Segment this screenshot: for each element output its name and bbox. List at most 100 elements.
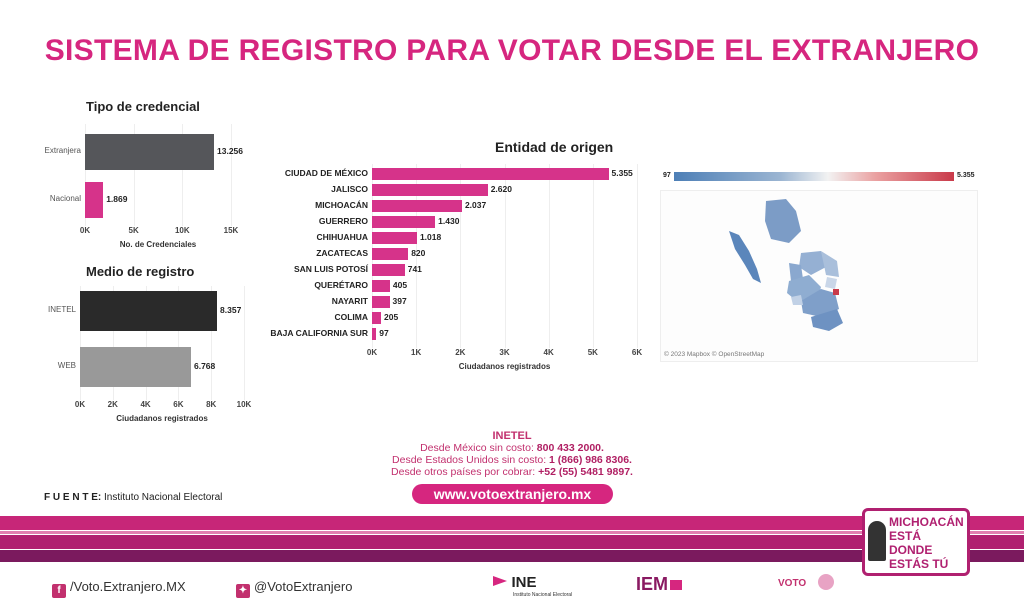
stripe-1	[0, 516, 1024, 530]
bar-jalisco[interactable]	[372, 184, 488, 196]
bar-quer-taro[interactable]	[372, 280, 390, 292]
category-label: CHIHUAHUA	[316, 232, 368, 242]
category-label: COLIMA	[334, 312, 368, 322]
gridline	[592, 164, 594, 348]
x-tick-label: 10K	[236, 400, 252, 409]
category-label: NAYARIT	[331, 296, 368, 306]
gridline	[112, 286, 114, 400]
ine-logo: INE Instituto Nacional Electoral	[493, 574, 572, 598]
choropleth-map[interactable]: © 2023 Mapbox © OpenStreetMap	[660, 190, 978, 362]
gridline	[133, 124, 135, 226]
source-label: F U E N T E:	[44, 492, 102, 503]
x-tick-label: 6K	[173, 400, 184, 409]
badge-line-2: ESTÁ DONDE	[889, 529, 933, 557]
category-label: ZACATECAS	[316, 248, 368, 258]
x-tick-label: 4K	[140, 400, 151, 409]
x-axis-label: Ciudadanos registrados	[116, 414, 208, 423]
bar-nayarit[interactable]	[372, 296, 390, 308]
value-label: 2.620	[490, 184, 512, 194]
stripe-3	[0, 535, 1024, 549]
facebook-icon: f	[52, 584, 66, 598]
bar-web[interactable]	[80, 347, 191, 387]
category-label: CIUDAD DE MÉXICO	[284, 168, 368, 178]
gridline	[85, 124, 86, 226]
bar-san-luis-potos-[interactable]	[372, 264, 405, 276]
bar-zacatecas[interactable]	[372, 248, 409, 260]
contact-line-3: Desde otros países por cobrar: +52 (55) …	[340, 466, 684, 478]
badge-line-1: MICHOACÁN	[889, 515, 964, 529]
stripe-2	[0, 531, 1024, 534]
map-legend-gradient	[674, 172, 954, 181]
twitter-link[interactable]: ✦ @VotoExtranjero	[236, 579, 352, 598]
credencial-chart-title: Tipo de credencial	[86, 99, 200, 114]
gridline	[178, 286, 180, 400]
contact-title: INETEL	[492, 430, 532, 442]
contact-line-3-number[interactable]: +52 (55) 5481 9897.	[538, 466, 633, 478]
bar-michoac-n[interactable]	[372, 200, 462, 212]
gridline	[80, 286, 81, 400]
globe-icon	[818, 574, 835, 590]
contact-block: INETEL Desde México sin costo: 800 433 2…	[340, 430, 684, 478]
value-label: 205	[384, 312, 399, 322]
category-label: INETEL	[47, 305, 76, 314]
value-label: 397	[392, 296, 407, 306]
x-axis-label: Ciudadanos registrados	[458, 362, 551, 371]
contact-line-3-text: Desde otros países por cobrar:	[391, 466, 539, 478]
bar-chihuahua[interactable]	[372, 232, 417, 244]
map-shapes	[729, 199, 843, 331]
map-guerrero	[811, 309, 843, 331]
x-tick-label: 1K	[411, 348, 422, 357]
x-tick-label: 0K	[74, 400, 86, 409]
facebook-link[interactable]: f/Voto.Extranjero.MX	[52, 579, 186, 598]
map-chihuahua	[765, 199, 801, 243]
bar-ciudad-de-m-xico[interactable]	[372, 168, 609, 180]
bar-inetel[interactable]	[80, 291, 218, 331]
map-attribution: © 2023 Mapbox © OpenStreetMap	[664, 351, 765, 358]
contact-line-2: Desde Estados Unidos sin costo: 1 (866) …	[340, 454, 684, 466]
category-label: JALISCO	[331, 184, 368, 194]
bar-baja-california-sur[interactable]	[372, 328, 377, 340]
gridline	[460, 164, 462, 348]
gridline	[637, 164, 638, 348]
value-label: 1.430	[438, 216, 460, 226]
value-label: 13.256	[217, 146, 244, 156]
contact-line-2-text: Desde Estados Unidos sin costo:	[392, 454, 550, 466]
gridline	[548, 164, 550, 348]
bar-colima[interactable]	[372, 312, 382, 324]
contact-line-1: Desde México sin costo: 800 433 2000.	[340, 442, 684, 454]
value-label: 1.018	[419, 232, 442, 242]
bar-guerrero[interactable]	[372, 216, 436, 228]
category-label: GUERRERO	[318, 216, 368, 226]
map-queretaro	[825, 277, 837, 289]
source-value: Instituto Nacional Electoral	[101, 492, 223, 503]
gridline	[416, 164, 418, 348]
contact-line-2-number[interactable]: 1 (866) 986 8306.	[549, 454, 632, 466]
badge-text: MICHOACÁN ESTÁ DONDE ESTÁS TÚ	[889, 515, 967, 571]
map-slp	[821, 251, 839, 277]
value-label: 6.768	[193, 361, 216, 371]
x-axis-label: No. de Credenciales	[119, 240, 197, 249]
map-colima	[791, 295, 803, 305]
gridline	[244, 286, 245, 400]
contact-line-1-number[interactable]: 800 433 2000.	[536, 442, 604, 454]
map-legend-max: 5.355	[957, 172, 975, 179]
value-label: 1.869	[106, 194, 128, 204]
ine-logo-text: INE	[511, 574, 537, 591]
website-link[interactable]: www.votoextranjero.mx	[412, 484, 613, 504]
gridline	[211, 286, 213, 400]
category-label: WEB	[57, 361, 76, 370]
bar-nacional[interactable]	[85, 182, 104, 218]
iem-logo: IEM	[636, 574, 683, 595]
x-tick-label: 5K	[128, 226, 139, 235]
ine-logo-icon	[493, 576, 507, 586]
x-tick-label: 6K	[631, 348, 643, 357]
x-tick-label: 0K	[366, 348, 378, 357]
value-label: 5.355	[611, 168, 633, 178]
bar-extranjera[interactable]	[85, 134, 215, 170]
entidad-chart-title: Entidad de origen	[495, 139, 614, 155]
value-label: 97	[379, 328, 389, 338]
x-tick-label: 2K	[455, 348, 466, 357]
twitter-handle: @VotoExtranjero	[254, 579, 353, 594]
map-zacatecas	[799, 251, 826, 275]
value-label: 2.037	[464, 200, 487, 210]
